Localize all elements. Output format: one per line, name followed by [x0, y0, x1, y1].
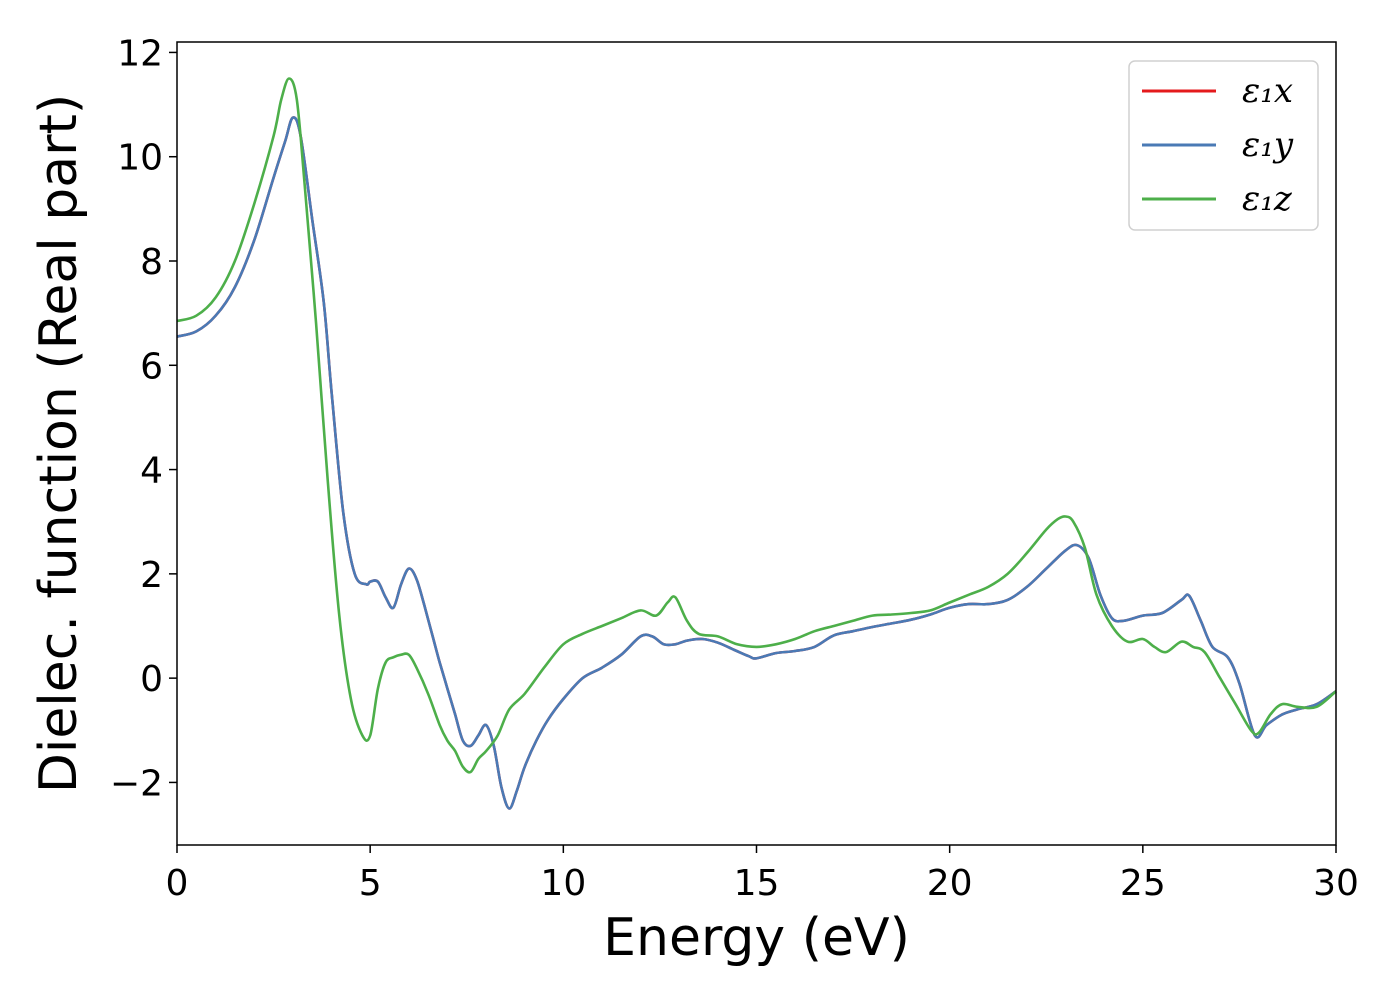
legend: ε₁x ε₁y ε₁z — [1128, 60, 1319, 231]
series-line-3 — [176, 77, 1337, 774]
y-tick-label: −2 — [110, 763, 163, 804]
x-tick-label: 30 — [1313, 863, 1359, 904]
x-axis-title: Energy (eV) — [603, 908, 910, 968]
y-axis-title: Dielec. function (Real part) — [29, 94, 89, 793]
y-tick-label: 12 — [117, 33, 163, 74]
x-tick-label: 25 — [1120, 863, 1166, 904]
y-tick-label: 10 — [117, 138, 163, 179]
legend-box — [1128, 60, 1319, 231]
legend-label-1: ε₁x — [1242, 71, 1293, 111]
x-tick-label: 15 — [734, 863, 780, 904]
y-tick-label: 2 — [140, 555, 163, 596]
x-tick-label: 0 — [166, 863, 189, 904]
legend-label-2: ε₁y — [1242, 125, 1294, 165]
y-tick-label: 0 — [140, 659, 163, 700]
y-tick-label: 6 — [140, 346, 163, 387]
legend-label-3: ε₁z — [1242, 179, 1293, 219]
series-layer — [176, 77, 1337, 810]
y-tick-label: 8 — [140, 242, 163, 283]
ticks-layer: 0 5 10 15 20 25 30 −2 0 2 4 6 8 10 12 — [110, 33, 1359, 904]
x-tick-label: 5 — [359, 863, 382, 904]
y-tick-label: 4 — [140, 451, 163, 492]
series-line-2 — [176, 116, 1337, 810]
x-tick-label: 20 — [927, 863, 973, 904]
x-tick-label: 10 — [540, 863, 586, 904]
